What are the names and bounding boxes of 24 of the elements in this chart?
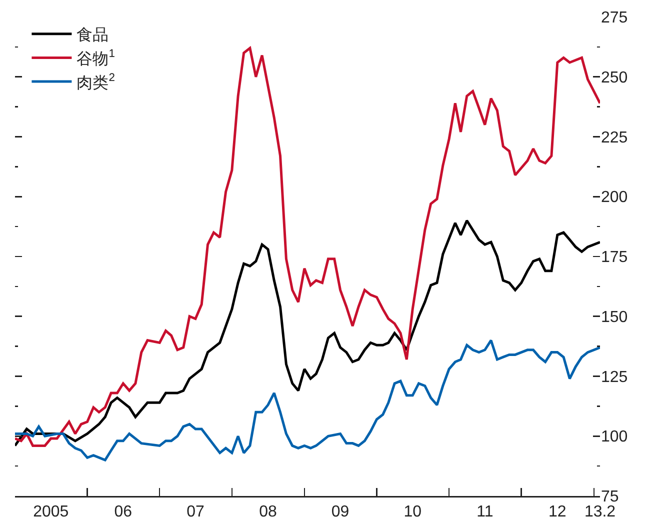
line-series	[15, 339, 600, 462]
y-tick-label: 125	[601, 368, 628, 386]
x-tick-label: 10	[404, 504, 422, 521]
legend-label: 食品	[76, 26, 109, 44]
legend-label: 谷物$^{1}$	[76, 48, 115, 68]
x-tick-label: 09	[331, 504, 350, 521]
y-tick-label: 200	[601, 189, 628, 206]
y-tick-label: 275	[601, 10, 628, 27]
y-tick-label: 75	[601, 488, 619, 506]
y-tick-label: 225	[601, 129, 628, 146]
line-series	[15, 46, 600, 447]
x-tick-label: 11	[476, 504, 494, 521]
legend-label: 肉类$^{2}$	[76, 72, 115, 92]
x-tick-label: 06	[114, 504, 132, 521]
y-tick-label: 175	[601, 249, 628, 266]
y-tick-label: 150	[601, 308, 628, 326]
line-series	[15, 219, 600, 447]
x-tick-label: 2005	[33, 504, 69, 521]
y-tick-label: 100	[601, 428, 628, 446]
x-tick-label: 13.2	[584, 504, 616, 521]
x-tick-label: 08	[259, 504, 277, 521]
y-tick-label: 250	[601, 69, 628, 86]
x-tick-label: 07	[186, 504, 204, 521]
x-tick-label: 12	[548, 504, 566, 521]
